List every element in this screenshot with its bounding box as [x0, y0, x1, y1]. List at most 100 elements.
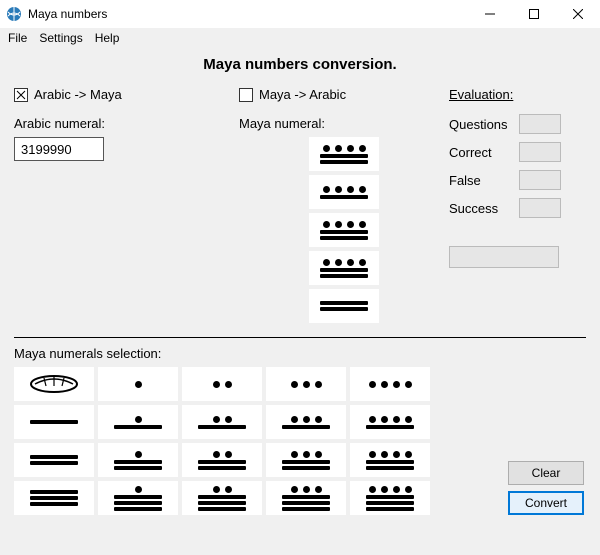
maya-bar [282, 466, 330, 470]
selection-tile-19[interactable] [350, 481, 430, 515]
maya-dot [381, 416, 388, 423]
maya-dot [213, 486, 220, 493]
maya-bar [320, 307, 368, 311]
maya-tile [309, 175, 379, 209]
checkbox-arabic-to-maya[interactable] [14, 88, 28, 102]
maya-dot [347, 186, 354, 193]
window-title: Maya numbers [28, 7, 107, 21]
selection-tile-4[interactable] [350, 367, 430, 401]
maya-dot [359, 259, 366, 266]
maya-dots [323, 145, 366, 152]
selection-tile-10[interactable] [14, 443, 94, 477]
top-section: Arabic -> Maya Arabic numeral: Maya -> A… [14, 87, 586, 327]
maya-bar [198, 507, 246, 511]
maya-dot [347, 259, 354, 266]
maya-dots [213, 416, 232, 423]
selection-tile-5[interactable] [14, 405, 94, 439]
evaluation-value [519, 170, 561, 190]
maya-dot [323, 221, 330, 228]
maya-dot [213, 451, 220, 458]
maya-dots [291, 416, 322, 423]
maya-dots [291, 381, 322, 388]
maya-dot [323, 145, 330, 152]
maya-dot [405, 381, 412, 388]
clear-button[interactable]: Clear [508, 461, 584, 485]
selection-tile-3[interactable] [266, 367, 346, 401]
maya-dots [135, 486, 142, 493]
selection-tile-16[interactable] [98, 481, 178, 515]
maya-bar [366, 425, 414, 429]
maya-dot [303, 451, 310, 458]
maya-tile [309, 137, 379, 171]
maximize-button[interactable] [512, 0, 556, 28]
convert-button[interactable]: Convert [508, 491, 584, 515]
selection-tile-0[interactable] [14, 367, 94, 401]
mode-maya-to-arabic[interactable]: Maya -> Arabic [239, 87, 449, 102]
maya-dot [323, 259, 330, 266]
selection-tile-13[interactable] [266, 443, 346, 477]
selection-tile-8[interactable] [266, 405, 346, 439]
maya-bar [282, 501, 330, 505]
selection-tile-14[interactable] [350, 443, 430, 477]
maya-dots [323, 259, 366, 266]
maya-dots [369, 451, 412, 458]
maya-dots [291, 451, 322, 458]
selection-tile-17[interactable] [182, 481, 262, 515]
evaluation-label: Correct [449, 145, 519, 160]
maya-dots [323, 186, 366, 193]
maya-dot [315, 416, 322, 423]
maya-dots [135, 451, 142, 458]
arabic-input[interactable] [14, 137, 104, 161]
selection-tile-18[interactable] [266, 481, 346, 515]
maya-bar [30, 420, 78, 424]
menu-settings[interactable]: Settings [35, 29, 90, 47]
evaluation-label: Questions [449, 117, 519, 132]
selection-tile-11[interactable] [98, 443, 178, 477]
maya-dot [225, 381, 232, 388]
maya-dot [303, 486, 310, 493]
arabic-label: Arabic numeral: [14, 116, 239, 131]
app-icon [6, 6, 22, 22]
menu-file[interactable]: File [4, 29, 35, 47]
close-button[interactable] [556, 0, 600, 28]
menu-bar: File Settings Help [0, 28, 600, 48]
maya-dot [381, 381, 388, 388]
maya-dots [135, 416, 142, 423]
maya-dot [323, 186, 330, 193]
checkbox-maya-to-arabic[interactable] [239, 88, 253, 102]
maya-bar [366, 501, 414, 505]
mode-label-maya-to-arabic: Maya -> Arabic [259, 87, 346, 102]
evaluation-value [519, 142, 561, 162]
selection-tile-2[interactable] [182, 367, 262, 401]
maya-dot [347, 145, 354, 152]
client-area: Maya numbers conversion. Arabic -> Maya … [0, 48, 600, 515]
maya-bar [114, 425, 162, 429]
maya-display [239, 137, 449, 323]
evaluation-value [519, 198, 561, 218]
maya-dot [135, 416, 142, 423]
minimize-button[interactable] [468, 0, 512, 28]
maya-dot [359, 186, 366, 193]
maya-bar [282, 425, 330, 429]
maya-dot [225, 416, 232, 423]
maya-bar [320, 160, 368, 164]
evaluation-row: False [449, 170, 586, 190]
maya-dots [213, 381, 232, 388]
maya-bar [114, 460, 162, 464]
page-title: Maya numbers conversion. [14, 56, 586, 73]
maya-dot [405, 416, 412, 423]
maya-dot [359, 221, 366, 228]
selection-tile-9[interactable] [350, 405, 430, 439]
mode-arabic-to-maya[interactable]: Arabic -> Maya [14, 87, 239, 102]
maya-bar [114, 495, 162, 499]
menu-help[interactable]: Help [91, 29, 128, 47]
selection-tile-15[interactable] [14, 481, 94, 515]
maya-dot [225, 486, 232, 493]
maya-bar [366, 460, 414, 464]
selection-tile-12[interactable] [182, 443, 262, 477]
selection-tile-6[interactable] [98, 405, 178, 439]
selection-tile-7[interactable] [182, 405, 262, 439]
selection-grid [14, 367, 430, 515]
selection-tile-1[interactable] [98, 367, 178, 401]
maya-dots [369, 416, 412, 423]
